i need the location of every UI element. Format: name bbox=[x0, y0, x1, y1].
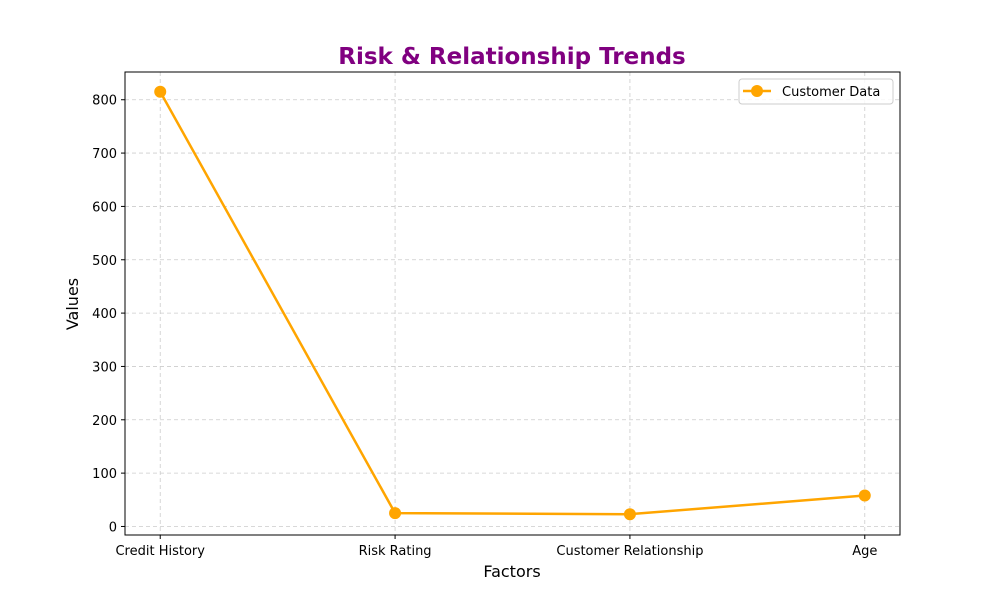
y-tick-label: 500 bbox=[92, 254, 117, 269]
y-tick-label: 700 bbox=[92, 147, 117, 162]
x-tick-label: Risk Rating bbox=[359, 544, 432, 559]
legend-box bbox=[738, 78, 894, 105]
y-tick-label: 0 bbox=[109, 520, 117, 535]
y-tick-label: 200 bbox=[92, 414, 117, 429]
y-tick-label: 600 bbox=[92, 200, 117, 215]
y-tick-label: 800 bbox=[92, 94, 117, 109]
x-axis-label: Factors bbox=[483, 562, 540, 581]
legend: Customer Data bbox=[738, 78, 894, 105]
data-point bbox=[858, 489, 871, 502]
legend-marker-sample bbox=[751, 85, 763, 97]
y-tick-label: 400 bbox=[92, 307, 117, 322]
x-tick-label: Customer Relationship bbox=[556, 544, 703, 559]
x-tick-label: Credit History bbox=[115, 544, 205, 559]
y-tick-label: 100 bbox=[92, 467, 117, 482]
tick-layer: 0 100 200 300 400 500 600 700 800 Credit History R… bbox=[92, 94, 877, 559]
series-layer bbox=[154, 85, 871, 521]
chart-title: Risk & Relationship Trends bbox=[338, 44, 685, 70]
y-tick-label: 300 bbox=[92, 360, 117, 375]
data-point bbox=[389, 507, 402, 520]
grid-layer bbox=[125, 72, 900, 535]
legend-label: Customer Data bbox=[782, 85, 880, 100]
series-line bbox=[159, 91, 865, 516]
y-axis-label: Values bbox=[63, 278, 82, 330]
plot-area-frame bbox=[124, 71, 901, 536]
x-tick-label: Age bbox=[852, 544, 877, 559]
data-point bbox=[154, 85, 167, 98]
data-point bbox=[623, 508, 636, 521]
